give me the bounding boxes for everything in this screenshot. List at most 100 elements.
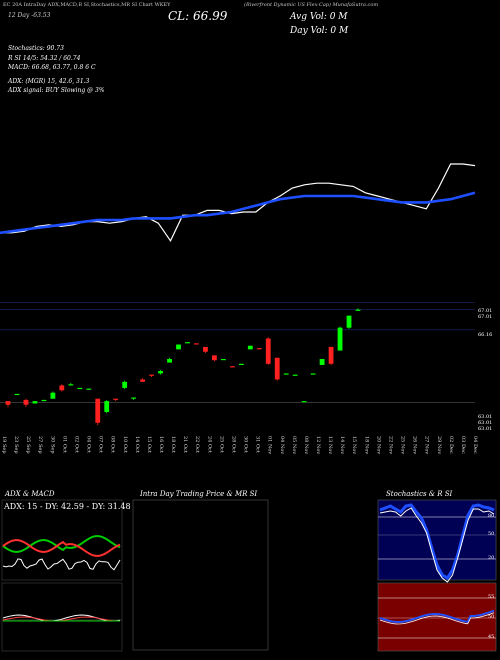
price-label: 63.01 [478,414,492,420]
candle [59,384,65,392]
date-label: 08 Nov [303,436,309,454]
candle [68,383,74,386]
candle [229,366,235,368]
candle [319,358,325,365]
date-label: 22 Oct [194,436,200,453]
candle-body [77,387,83,390]
stoch-tick-50: 50 [488,531,495,537]
candle-body [274,357,280,380]
stoch-k-line [379,503,495,581]
candle [247,345,253,350]
date-label: 23 Sep [13,436,19,454]
candle-body [337,327,343,351]
intraday-panel-frame [132,499,269,651]
macd-panel-frame [1,582,123,652]
candle [95,398,101,426]
price-grid [0,302,475,403]
stat-rsi: R SI 14/5: 54.32 / 60.74 [8,55,81,62]
candle-body [32,401,38,404]
date-label: 28 Oct [231,436,237,453]
candle-body [256,348,262,350]
moving-average-line [0,191,476,235]
date-label: 01 Nov [267,436,273,454]
candle [23,398,29,408]
candle-body [220,358,226,361]
date-label: 30 Oct [243,436,249,453]
price-label: 67.01 [478,314,492,320]
stat-stochastics: Stochastics: 90.73 [8,45,64,52]
candle [131,397,137,400]
candle [292,374,298,376]
candle-body [355,309,361,311]
date-label: 14 Nov [339,436,345,454]
date-label: 07 Oct [98,436,104,453]
candle [140,378,146,382]
date-label: 03 Dec [460,436,466,454]
stat-adx: ADX: (MGR) 15, 42.6, 31.3 [8,78,90,85]
candle [185,342,190,344]
mrsi-line [379,612,495,625]
candle [203,346,208,353]
candle-body [247,345,253,350]
candle-body [41,399,47,402]
candle-body [50,392,56,399]
date-label: 10 Oct [122,436,128,453]
date-axis: 19 Sep 23 Sep 25 Sep 27 Sep 30 Sep 01 Oct 02 O… [1,436,478,454]
stoch-lines [379,503,495,583]
stat-adx-signal: ADX signal: BUY Slowing @ 3% [8,87,105,94]
date-label: 18 Oct [170,436,176,453]
candle-body [59,385,65,391]
candle [149,374,154,378]
adx-lines [2,535,121,571]
date-label: 12 Nov [315,436,321,454]
stoch-tick-80: 80 [488,513,495,519]
candle [283,373,289,375]
macd-lines [2,614,121,622]
candle [167,357,172,363]
candle-body [167,358,172,363]
candle-body [319,358,325,365]
candle-body [5,401,11,405]
candle [86,388,92,390]
date-label: 27 Nov [424,436,430,454]
date-label: 29 Nov [436,436,442,454]
price-label: 63.01 [478,426,492,432]
date-label: 25 Sep [25,436,31,454]
candle [310,373,316,375]
header-top-line: EC 20A IntraDay ADX,MACD,B SI,Stochastic… [3,2,171,8]
candle-body [238,363,244,365]
candle-body [104,401,110,412]
candle-body [212,355,217,361]
date-label: 04 Dec [472,436,478,454]
date-label: 01 Oct [61,436,67,453]
candle-body [95,398,101,423]
adx-line [2,558,121,571]
candle-body [229,366,235,368]
candle [14,393,20,396]
candle [77,387,83,390]
candle [122,380,128,390]
price-label: 67.01 [478,308,492,314]
candle [355,308,361,311]
date-label: 15 Nov [351,436,357,454]
candle [328,346,334,365]
candle-body [23,399,29,405]
candle-body [292,374,298,376]
candle-body [122,381,128,388]
date-label: 19 Sep [1,436,7,454]
adx-minus-di-line [2,539,121,557]
candles [5,308,361,426]
stoch-panel-frame [377,499,497,581]
date-label: 04 Nov [279,436,285,454]
stoch-tick-20: 20 [488,555,495,561]
candle-body [185,342,190,344]
adx-panel-frame [1,499,123,581]
date-label: 27 Sep [37,436,43,454]
candle [32,401,38,404]
candle [104,399,110,414]
candle-body [113,398,119,400]
date-label: 14 Oct [134,436,140,453]
rsi-tick-45: 45 [488,634,495,640]
